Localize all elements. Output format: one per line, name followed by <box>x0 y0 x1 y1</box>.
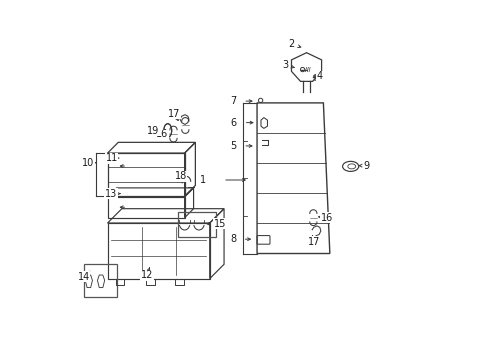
Text: 9: 9 <box>363 161 369 171</box>
Text: 4: 4 <box>316 71 322 81</box>
Text: 7: 7 <box>230 96 236 106</box>
Text: 16: 16 <box>320 213 332 222</box>
Text: 5: 5 <box>230 141 236 151</box>
Text: 17: 17 <box>168 109 181 119</box>
Text: 18: 18 <box>174 171 186 181</box>
Text: 13: 13 <box>105 189 117 199</box>
Text: 3: 3 <box>282 60 288 70</box>
Text: 19: 19 <box>146 126 159 135</box>
Bar <box>84 264 117 297</box>
Text: 12: 12 <box>141 270 153 280</box>
Text: 17: 17 <box>307 237 320 247</box>
Text: 15: 15 <box>213 219 226 229</box>
Bar <box>178 212 215 237</box>
Text: 8: 8 <box>230 234 236 244</box>
Text: 14: 14 <box>78 272 90 282</box>
Text: 6: 6 <box>230 118 236 128</box>
Text: 1: 1 <box>200 175 206 185</box>
Text: 16: 16 <box>156 129 168 139</box>
Text: 10: 10 <box>82 158 95 168</box>
Text: 2: 2 <box>287 39 294 49</box>
Text: 11: 11 <box>105 153 118 163</box>
